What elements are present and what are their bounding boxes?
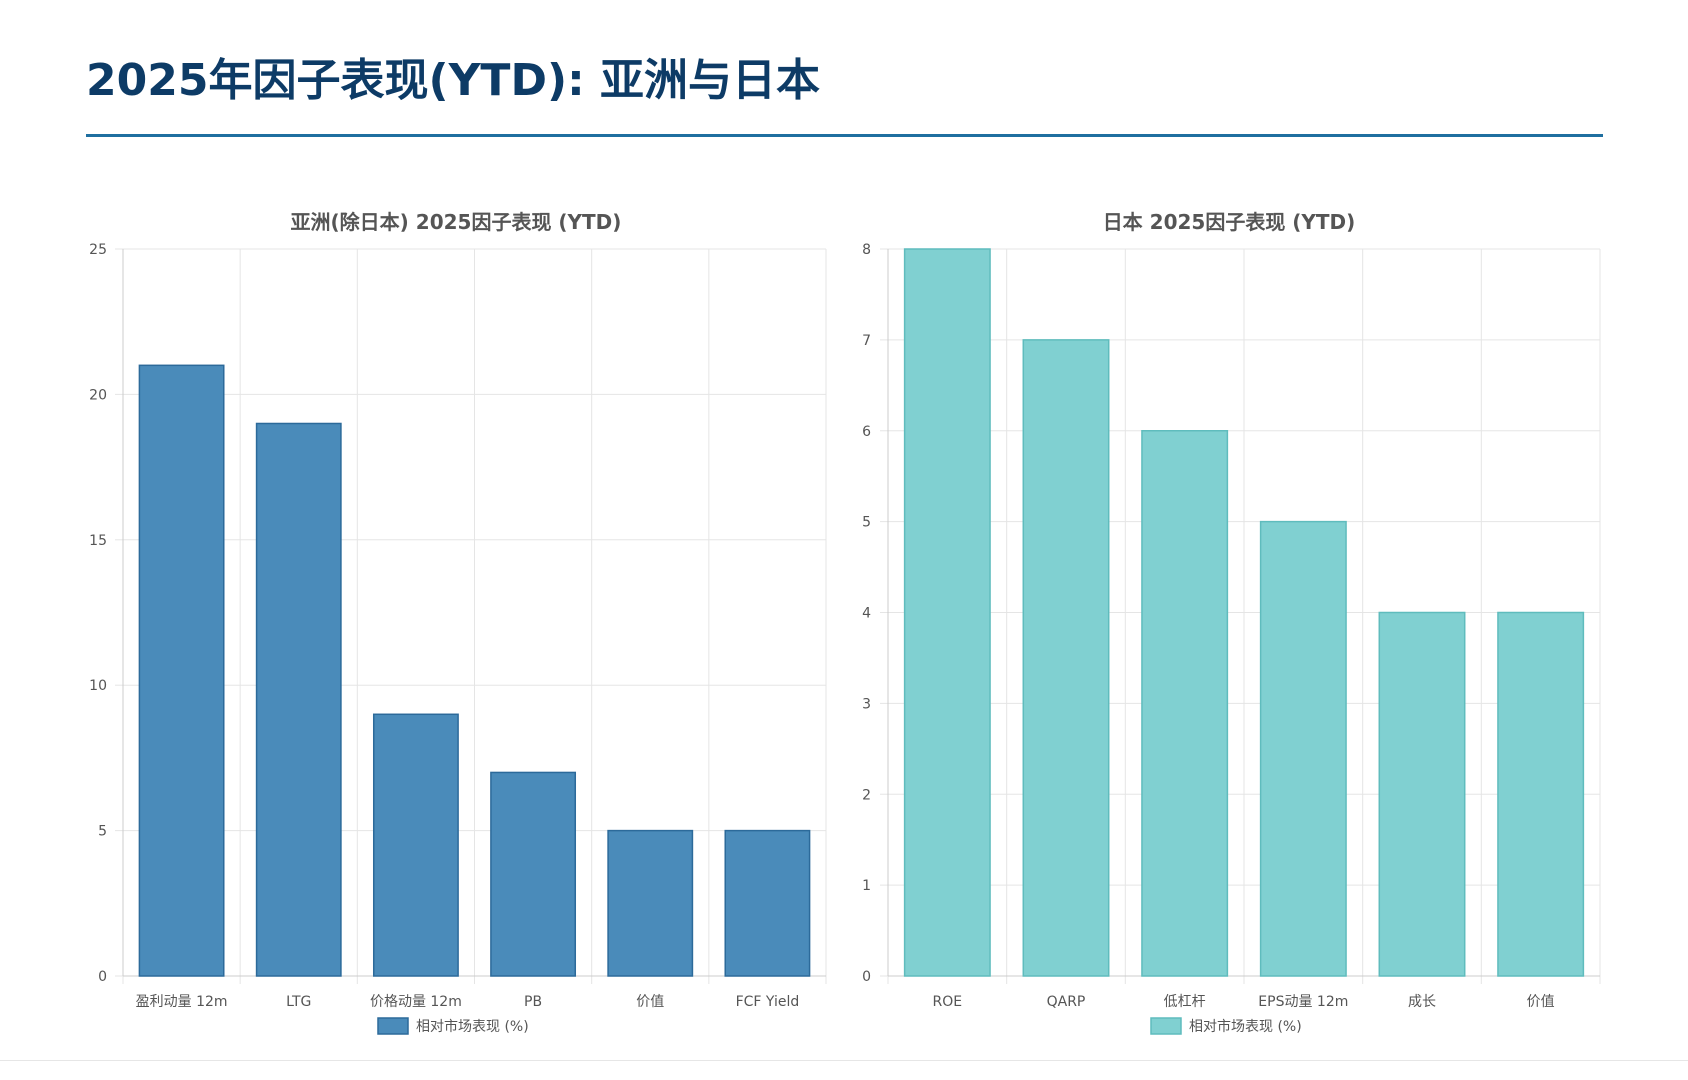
asia-bar-3[interactable] [490, 771, 577, 977]
japan-y-tick-label: 7 [862, 333, 871, 349]
asia-bar-4[interactable] [607, 829, 694, 977]
japan-y-tick-label: 1 [862, 878, 871, 894]
page-title: 2025年因子表现(YTD): 亚洲与日本 [86, 55, 820, 106]
asia-y-tick-label: 20 [89, 387, 107, 403]
japan-y-tick-label: 3 [862, 696, 871, 712]
asia-bar-0[interactable] [138, 364, 225, 977]
asia-x-tick-label: PB [524, 994, 542, 1010]
asia-y-tick-label: 15 [89, 533, 107, 549]
asia-legend-label[interactable]: 相对市场表现 (%) [416, 1018, 529, 1035]
asia-bar-5[interactable] [724, 829, 811, 977]
asia-y-tick-label: 5 [98, 824, 107, 840]
japan-y-tick-label: 8 [862, 242, 871, 258]
japan-x-tick-label: ROE [933, 994, 963, 1010]
asia-x-tick-label: 价格动量 12m [370, 994, 462, 1010]
asia-y-tick-label: 0 [98, 969, 107, 985]
japan-y-tick-label: 2 [862, 787, 871, 803]
asia-chart-title: 亚洲(除日本) 2025因子表现 (YTD) [291, 210, 622, 234]
japan-x-tick-label: EPS动量 12m [1258, 994, 1348, 1010]
japan-y-tick-label: 0 [862, 969, 871, 985]
asia-factor-chart: 亚洲(除日本) 2025因子表现 (YTD) 0 5 10 15 20 25 盈利动量 12m… [89, 210, 827, 1035]
japan-bar-4[interactable] [1378, 611, 1466, 977]
asia-bar-1[interactable] [255, 422, 342, 977]
japan-chart-title: 日本 2025因子表现 (YTD) [1103, 210, 1356, 234]
japan-bar-3[interactable] [1259, 520, 1347, 977]
japan-y-tick-label: 6 [862, 424, 871, 440]
asia-y-tick-label: 10 [89, 678, 107, 694]
japan-x-tick-label: 价值 [1527, 994, 1555, 1010]
asia-legend-swatch[interactable] [377, 1017, 409, 1035]
japan-legend-label[interactable]: 相对市场表现 (%) [1189, 1018, 1302, 1035]
title-divider [86, 134, 1603, 137]
japan-bar-5[interactable] [1497, 611, 1585, 977]
japan-y-tick-label: 5 [862, 515, 871, 531]
asia-y-tick-label: 25 [89, 242, 107, 258]
asia-x-tick-label: 盈利动量 12m [136, 994, 228, 1010]
japan-x-tick-label: 成长 [1408, 994, 1436, 1010]
asia-bar-2[interactable] [372, 713, 459, 977]
japan-bar-1[interactable] [1022, 339, 1110, 977]
japan-y-tick-label: 4 [862, 606, 871, 622]
bottom-divider [0, 1060, 1688, 1061]
asia-x-tick-label: FCF Yield [736, 994, 800, 1010]
japan-legend-swatch[interactable] [1150, 1017, 1182, 1035]
japan-bar-2[interactable] [1141, 430, 1229, 977]
asia-x-tick-label: LTG [286, 994, 311, 1010]
japan-bar-0[interactable] [903, 248, 991, 977]
asia-x-tick-label: 价值 [636, 994, 664, 1010]
japan-x-tick-label: QARP [1047, 994, 1086, 1010]
japan-x-tick-label: 低杠杆 [1164, 994, 1206, 1010]
